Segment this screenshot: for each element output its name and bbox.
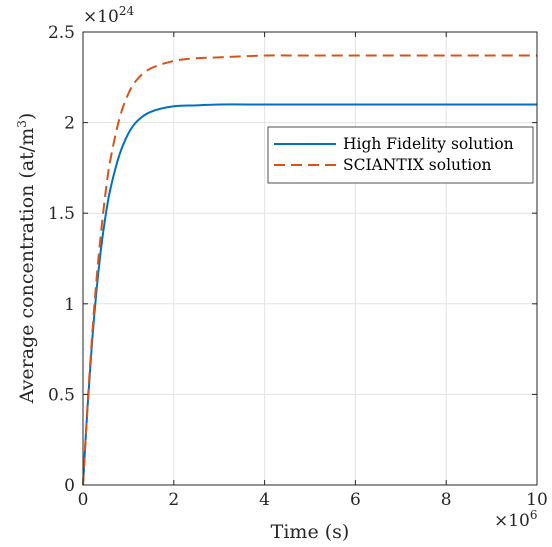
y-axis-label-sup: 3 [15,120,29,128]
y-exponent-power: 24 [119,4,135,18]
x-axis-label: Time (s) [271,521,350,543]
grid [83,32,537,485]
y-axis-label: Average concentration (at/m3) [15,113,38,405]
x-tick-label: 2 [168,490,179,510]
y-exponent-base: ×10 [83,7,119,27]
y-tick-label: 0.5 [48,385,75,405]
legend-label-sciantix: SCIANTIX solution [343,156,492,174]
series-sciantix-line [82,54,537,486]
y-axis-label-close: ) [16,113,38,120]
y-tick-label: 1.5 [48,204,75,224]
plot-area [83,32,537,485]
legend: High Fidelity solution SCIANTIX solution [267,126,534,184]
y-axis-label-main: Average concentration (at/m [16,128,38,405]
x-tick-label: 10 [526,490,548,510]
x-exponent-power: 6 [530,508,538,522]
x-tick-label: 6 [350,490,361,510]
x-tick-label: 0 [78,490,89,510]
legend-label-high-fidelity: High Fidelity solution [343,135,514,153]
y-tick-label: 0 [64,476,75,496]
plot-frame [82,31,538,486]
x-exponent-label: ×106 [494,508,538,531]
y-tick-label: 1 [64,295,75,315]
x-exponent-base: ×10 [494,511,530,531]
x-tick-label: 8 [441,490,452,510]
y-tick-label: 2.5 [48,23,75,43]
y-tick-label: 2 [64,114,75,134]
legend-box [267,126,534,184]
ticks: 0 2 4 6 8 10 0 0.5 1 1.5 2 2.5 [48,23,548,510]
series-layer [82,54,537,486]
y-exponent-label: ×1024 [83,4,135,27]
x-tick-label: 4 [259,490,270,510]
series-high-fidelity-line [82,103,537,486]
